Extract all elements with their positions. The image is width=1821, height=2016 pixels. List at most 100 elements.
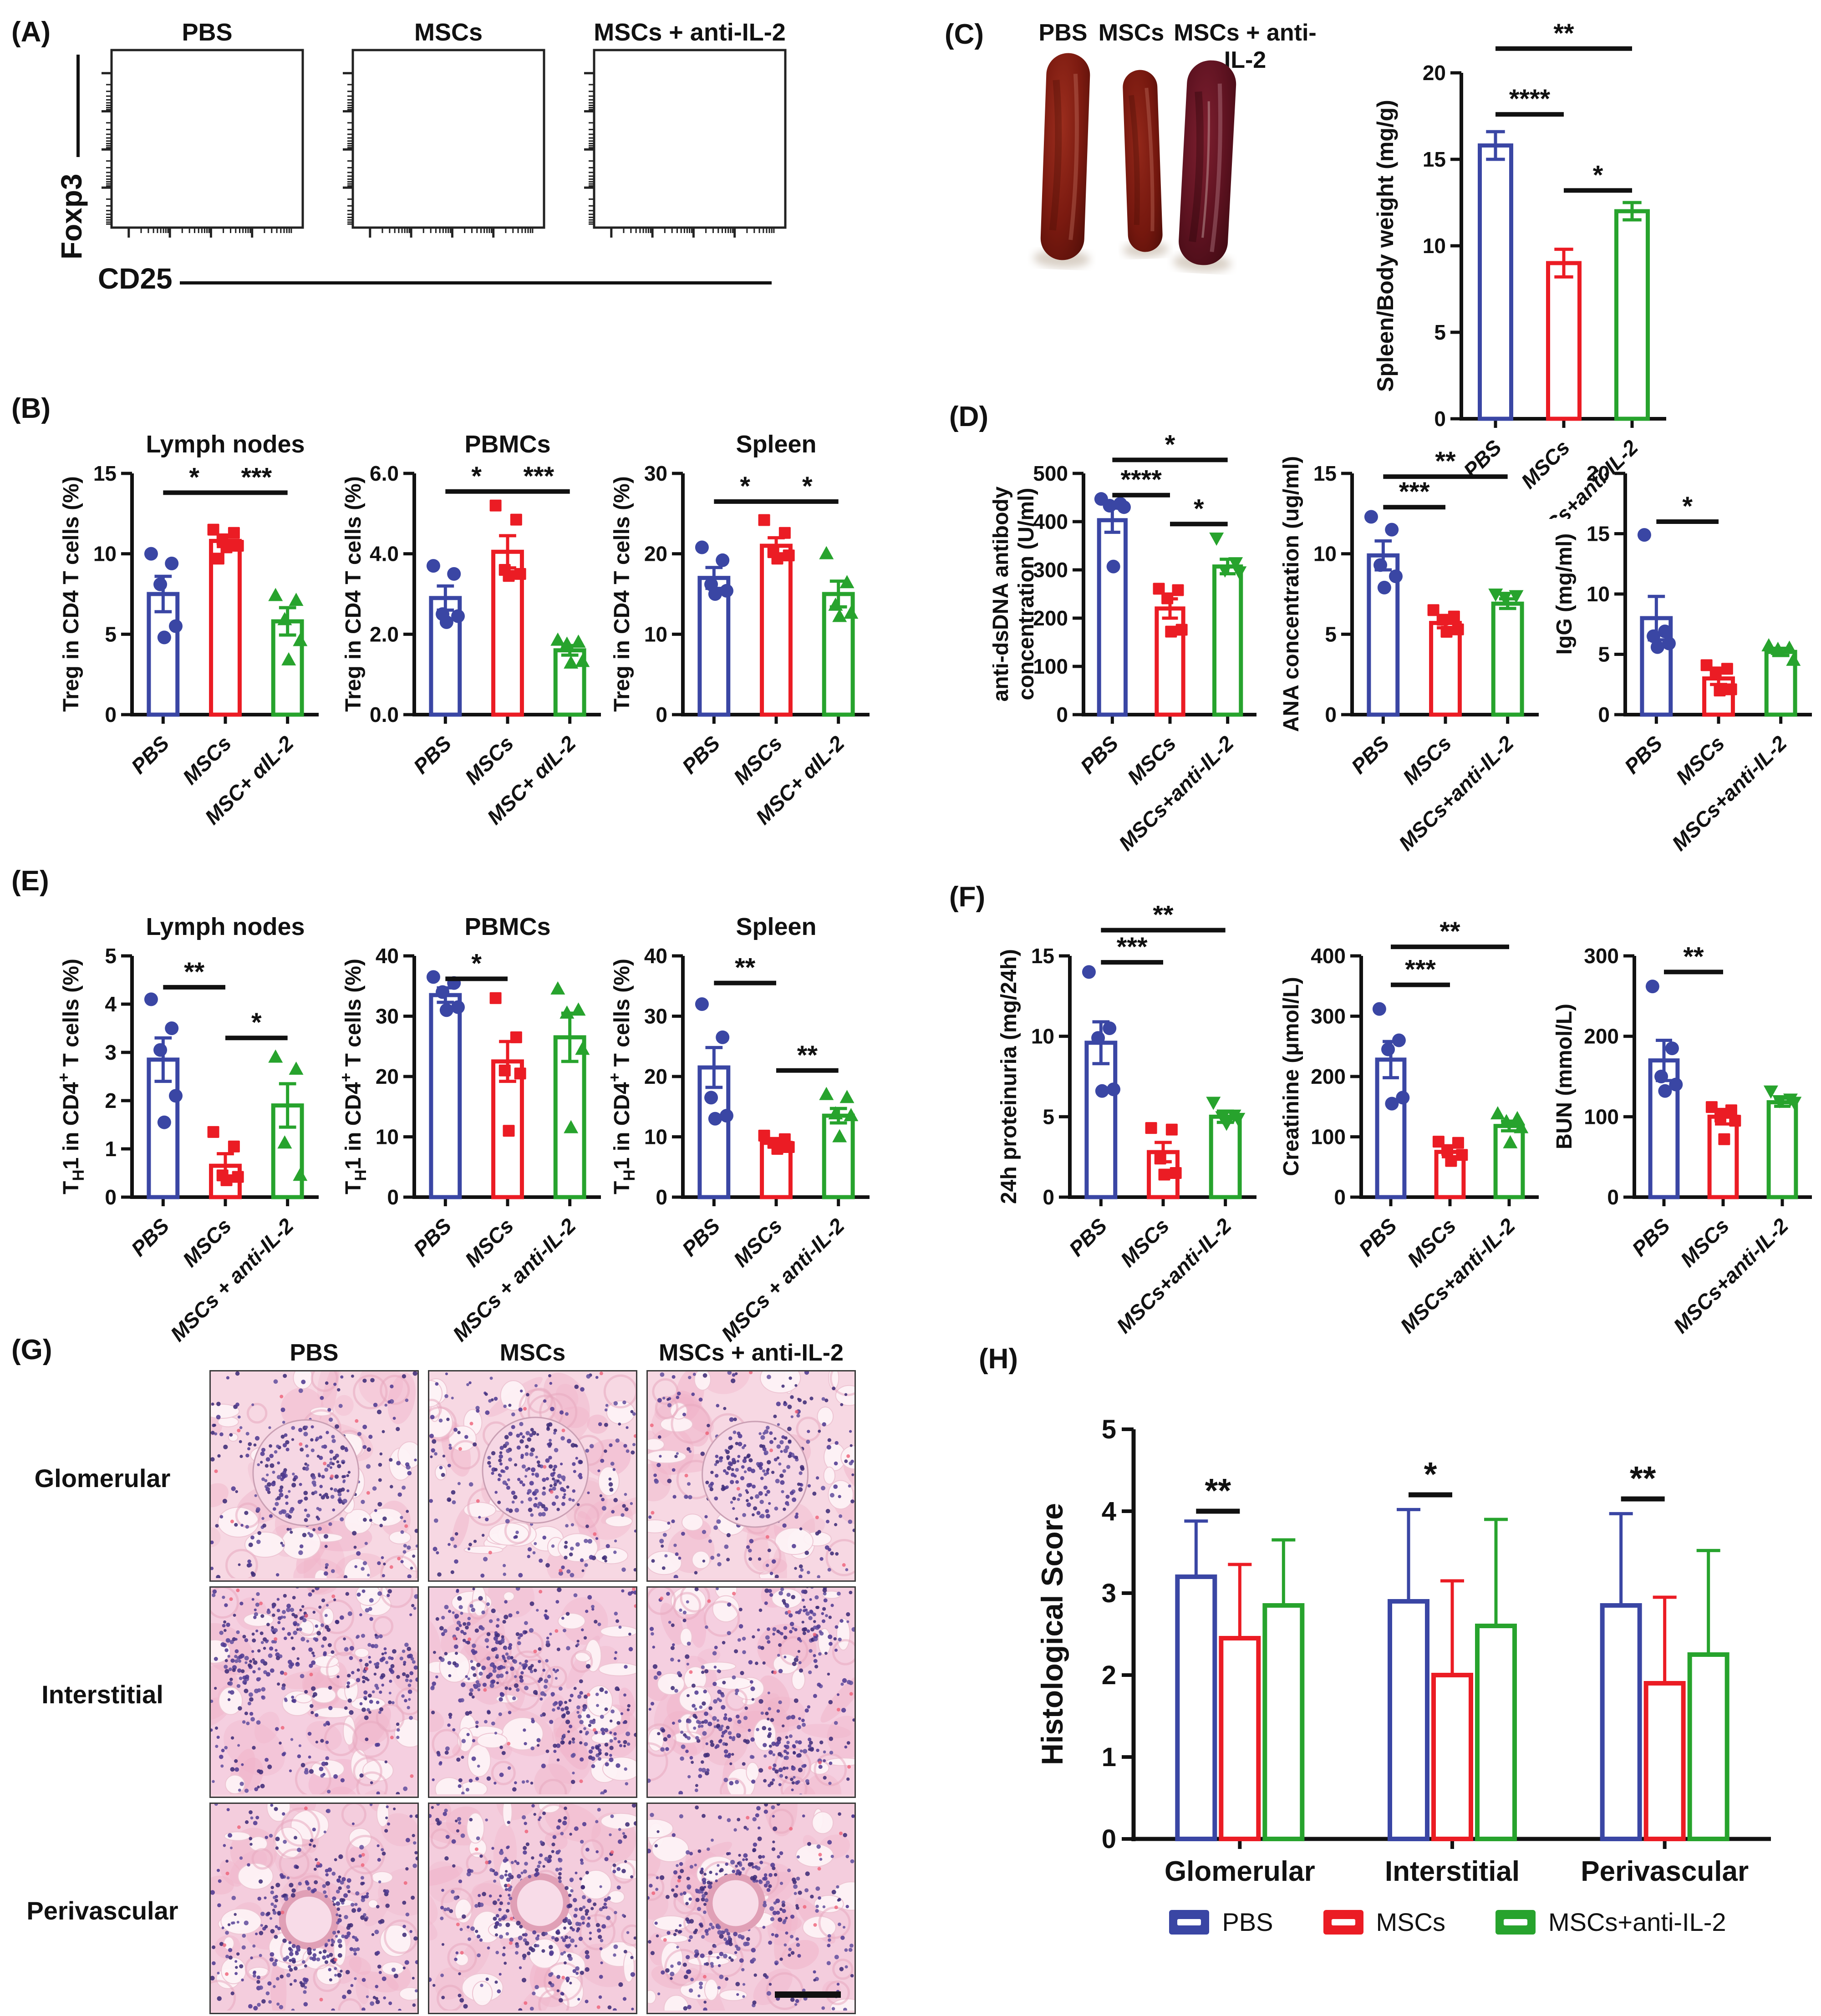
data-points xyxy=(1372,1002,1529,1167)
significance: * xyxy=(1656,492,1719,524)
histo-perivascular-anti xyxy=(610,1770,870,2016)
histology-image xyxy=(169,1562,430,1848)
flow-plot-pbs: 8.1 xyxy=(91,46,305,248)
data-points xyxy=(426,499,590,669)
svg-text:30: 30 xyxy=(644,462,667,485)
histology-image xyxy=(199,1347,433,1624)
bar-PBS-Interstitial xyxy=(1388,1599,1429,1841)
svg-text:200: 200 xyxy=(1033,606,1068,630)
svg-text:2.0: 2.0 xyxy=(370,622,399,646)
panel-g-label: (G) xyxy=(11,1334,52,1366)
svg-text:10: 10 xyxy=(93,542,117,566)
flow-plot-mscs-anti-il2: 6.1 xyxy=(574,46,788,248)
svg-text:*: * xyxy=(1593,160,1603,190)
svg-text:Spleen: Spleen xyxy=(736,431,816,458)
svg-text:concentration (U/ml): concentration (U/ml) xyxy=(1014,488,1038,701)
significance: ** xyxy=(714,472,839,504)
legend-swatch-anti-il2 xyxy=(1495,1909,1536,1935)
chart-anti-dsdna: **** * * 0 100 200 300 400 500 PBS MSCs MSCs+anti-I… xyxy=(989,423,1266,881)
svg-text:MSCs: MSCs xyxy=(460,731,518,789)
cd25-axis-line xyxy=(180,281,772,284)
legend-swatch-bar xyxy=(1503,1919,1527,1925)
legend-swatch-bar xyxy=(1177,1919,1201,1925)
bar-PBS-Perivascular xyxy=(1600,1603,1642,1841)
foxp3-axis-line xyxy=(76,55,80,157)
svg-text:0.0: 0.0 xyxy=(370,703,399,726)
tissue-texture xyxy=(610,1770,870,2016)
bar-MSCs+anti-IL-2-Glomerular xyxy=(1262,1603,1305,1841)
svg-text:PBS: PBS xyxy=(127,731,174,778)
bars xyxy=(429,534,586,717)
histo-col-pbs: PBS xyxy=(290,1340,339,1366)
significance: **** xyxy=(445,462,570,494)
svg-text:15: 15 xyxy=(1423,147,1446,171)
svg-text:MSCs+anti-IL-2: MSCs+anti-IL-2 xyxy=(1394,731,1518,855)
chart-creatinine: *** ** 0 100 200 300 400 PBS MSCs MSCs+anti-IL-2 C… xyxy=(1275,906,1548,1363)
legend-label-anti-il2: MSCs+anti-IL-2 xyxy=(1548,1908,1726,1936)
bar-MSCs+anti-IL-2-Perivascular xyxy=(1687,1652,1729,1841)
histology-image xyxy=(417,1371,672,1607)
panel-b-label: (B) xyxy=(11,393,51,424)
svg-text:20: 20 xyxy=(644,542,667,566)
histo-row-interstitial: Interstitial xyxy=(41,1680,163,1709)
svg-text:*: * xyxy=(1165,430,1175,459)
histology-image xyxy=(633,1355,894,1607)
significance: ***** xyxy=(1101,900,1226,965)
svg-text:*: * xyxy=(740,472,750,501)
histology-image xyxy=(394,1572,650,1807)
data-points xyxy=(1082,965,1246,1181)
histology-image xyxy=(394,1762,647,2016)
flow-svg-0: 8.1 xyxy=(102,49,304,238)
svg-text:4.0: 4.0 xyxy=(370,542,399,566)
histo-glomerular-pbs xyxy=(199,1347,433,1624)
flow-title-pbs: PBS xyxy=(182,19,233,46)
bar-PBS xyxy=(1084,1041,1118,1199)
panel-e-label: (E) xyxy=(11,865,49,897)
svg-text:10: 10 xyxy=(644,622,667,646)
histo-interstitial-anti xyxy=(629,1565,869,1819)
chart-histological-score: ** * ** 0 1 2 3 4 5 Glomerular Interstitial Perivas… xyxy=(1024,1384,1798,1932)
chart-treg-pbmcs: * *** 0.0 2.0 4.0 6.0 PBMCs PBS MSCs MSC+ αIL-2 Tr… xyxy=(337,423,610,881)
histo-glomerular-anti xyxy=(633,1355,894,1607)
svg-text:PBS: PBS xyxy=(677,731,725,778)
svg-text:Treg in CD4 T cells (%): Treg in CD4 T cells (%) xyxy=(59,476,83,711)
bar-MSCs xyxy=(1707,1114,1739,1199)
svg-text:****: **** xyxy=(1509,84,1551,114)
flow-plot-mscs: 10.5 xyxy=(332,46,546,248)
bar-MSCs-Interstitial xyxy=(1431,1673,1473,1841)
histo-interstitial-pbs xyxy=(169,1562,430,1848)
spleen-photo-label-anti-il2: MSCs + anti-IL-2 xyxy=(1174,20,1317,73)
svg-text:PBS: PBS xyxy=(409,731,456,778)
significance: ***** xyxy=(1391,917,1509,987)
bars xyxy=(1375,1040,1525,1199)
bar-PBS-Glomerular xyxy=(1175,1574,1217,1841)
svg-text:15: 15 xyxy=(1313,462,1337,485)
legend-label-mscs: MSCs xyxy=(1376,1908,1445,1936)
svg-text:0: 0 xyxy=(1056,703,1068,726)
chart-treg-spleen: * * 0 10 20 30 Spleen PBS MSCs MSC+ αIL-2 Treg in … xyxy=(605,423,879,881)
significance: ******* xyxy=(1495,19,1632,193)
svg-text:**: ** xyxy=(1435,447,1456,476)
bar-PBS xyxy=(1375,1057,1407,1199)
spleen-mscs xyxy=(1123,70,1169,258)
bar-MSCs xyxy=(1546,261,1582,421)
bar-PBS xyxy=(429,993,462,1199)
significance: ***** xyxy=(1383,447,1508,510)
svg-text:5: 5 xyxy=(105,622,117,646)
svg-text:300: 300 xyxy=(1033,558,1068,582)
svg-text:**: ** xyxy=(1553,19,1574,48)
flow-title-mscs-anti-il2: MSCs + anti-IL-2 xyxy=(594,19,786,46)
legend-item-anti-il2: MSCs+anti-IL-2 xyxy=(1495,1907,1726,1937)
